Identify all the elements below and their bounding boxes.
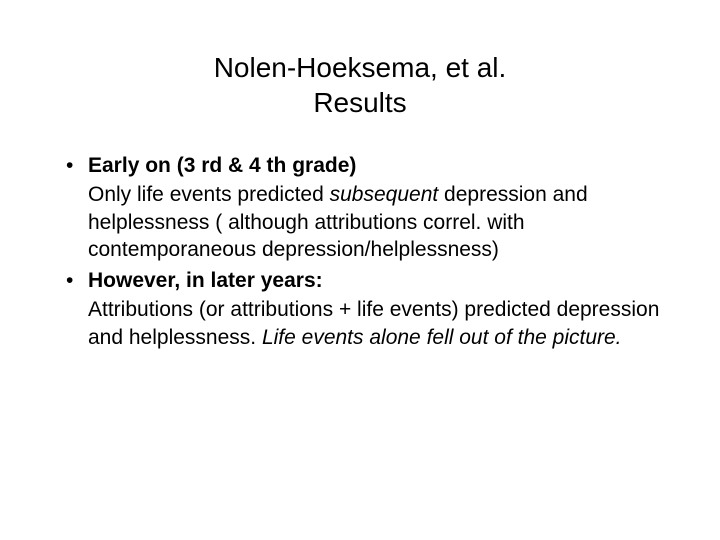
sub-italic: Life events alone fell out of the pictur… xyxy=(262,326,622,349)
bullet-list: Early on (3 rd & 4 th grade) Only life e… xyxy=(60,152,660,351)
bullet-lead: Early on (3 rd & 4 th grade) xyxy=(88,154,356,177)
bullet-lead: However, in later years: xyxy=(88,269,323,292)
slide-container: Nolen-Hoeksema, et al. Results Early on … xyxy=(0,0,720,540)
slide-title: Nolen-Hoeksema, et al. Results xyxy=(60,50,660,120)
bullet-subtext: Only life events predicted subsequent de… xyxy=(88,181,660,263)
sub-pre: Only life events predicted xyxy=(88,183,330,206)
sub-italic: subsequent xyxy=(330,183,439,206)
bullet-item: Early on (3 rd & 4 th grade) Only life e… xyxy=(60,152,660,263)
title-line-2: Results xyxy=(313,87,406,118)
bullet-item: However, in later years: Attributions (o… xyxy=(60,267,660,351)
bullet-subtext: Attributions (or attributions + life eve… xyxy=(88,296,660,351)
title-line-1: Nolen-Hoeksema, et al. xyxy=(214,52,507,83)
